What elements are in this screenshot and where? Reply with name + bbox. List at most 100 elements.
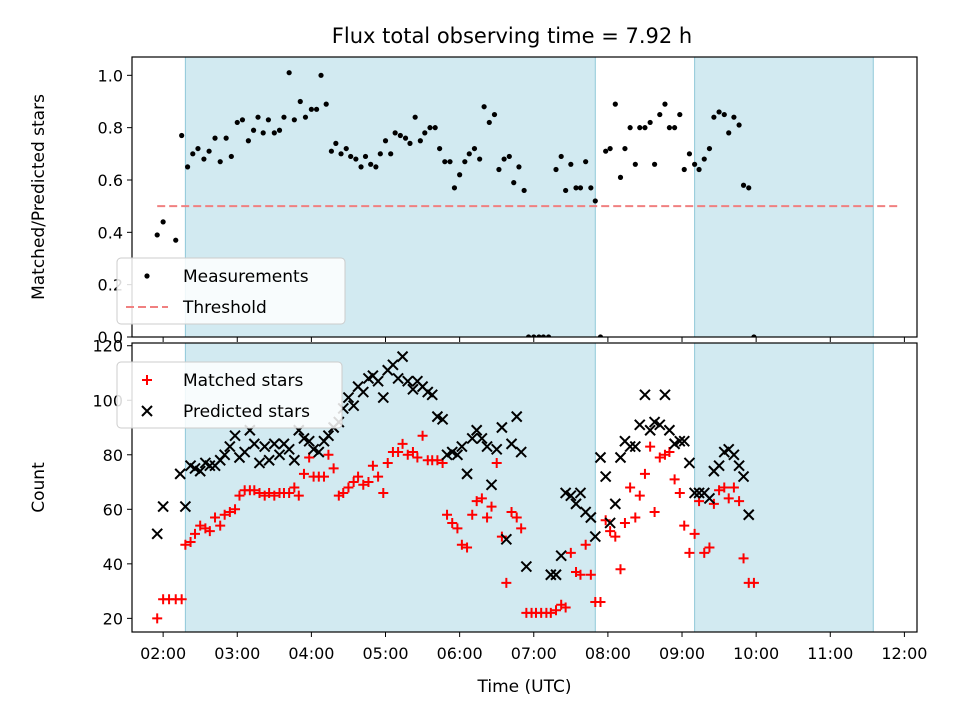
data-point bbox=[229, 429, 241, 442]
y-tick-label: 0.6 bbox=[98, 171, 123, 190]
data-point bbox=[201, 156, 207, 162]
data-point bbox=[728, 482, 739, 493]
data-point bbox=[644, 424, 656, 436]
data-point bbox=[253, 457, 266, 469]
data-point bbox=[442, 509, 453, 520]
data-point bbox=[748, 577, 759, 588]
data-point bbox=[174, 468, 186, 480]
data-point bbox=[286, 70, 292, 76]
data-point bbox=[392, 130, 398, 136]
data-point bbox=[358, 479, 369, 490]
data-point bbox=[195, 520, 206, 531]
data-point bbox=[568, 161, 574, 167]
data-point bbox=[289, 482, 300, 493]
data-point bbox=[563, 187, 569, 194]
data-point bbox=[634, 419, 646, 431]
x-tick-label: 09:00 bbox=[659, 644, 705, 663]
data-point bbox=[511, 512, 522, 523]
data-point bbox=[496, 531, 507, 542]
x-tick-label: 03:00 bbox=[214, 644, 260, 663]
data-point bbox=[486, 119, 492, 126]
data-point bbox=[447, 159, 453, 165]
data-point bbox=[565, 489, 577, 502]
data-point bbox=[224, 507, 235, 518]
data-point bbox=[362, 153, 369, 160]
x-tick-label: 11:00 bbox=[807, 644, 853, 663]
data-point bbox=[393, 447, 404, 458]
data-point bbox=[634, 490, 645, 501]
data-point bbox=[373, 471, 384, 482]
data-point bbox=[637, 125, 643, 131]
data-point bbox=[284, 487, 295, 498]
data-point bbox=[728, 449, 740, 461]
data-point bbox=[471, 496, 482, 507]
data-point bbox=[683, 457, 696, 469]
data-point bbox=[367, 460, 378, 471]
data-point bbox=[639, 389, 651, 401]
data-point bbox=[377, 391, 389, 404]
data-point bbox=[699, 547, 710, 558]
x-tick-label: 07:00 bbox=[511, 644, 557, 663]
data-point bbox=[570, 498, 582, 510]
data-point bbox=[297, 98, 303, 105]
data-point bbox=[545, 334, 552, 337]
data-point bbox=[496, 166, 502, 173]
data-point bbox=[249, 485, 260, 496]
data-point bbox=[212, 135, 218, 141]
data-point bbox=[481, 104, 487, 110]
x-tick-label: 02:00 bbox=[140, 644, 186, 663]
data-point bbox=[180, 539, 191, 550]
x-tick-label: 06:00 bbox=[437, 644, 483, 663]
data-point bbox=[565, 547, 576, 558]
data-point bbox=[224, 440, 236, 453]
data-point bbox=[432, 455, 443, 466]
data-point bbox=[604, 517, 616, 529]
data-point bbox=[313, 106, 320, 112]
data-point bbox=[323, 449, 334, 460]
data-point bbox=[573, 185, 579, 191]
data-point bbox=[382, 138, 389, 144]
data-point bbox=[254, 487, 265, 498]
data-point bbox=[627, 125, 633, 131]
data-point bbox=[482, 512, 493, 523]
data-point bbox=[215, 520, 226, 531]
x-tick-label: 05:00 bbox=[362, 644, 408, 663]
data-point bbox=[642, 125, 648, 131]
data-point bbox=[723, 493, 734, 504]
data-point bbox=[558, 153, 564, 160]
y-tick-label: 120 bbox=[92, 337, 123, 356]
data-point bbox=[617, 174, 624, 180]
data-point bbox=[283, 443, 295, 456]
data-point bbox=[179, 500, 192, 513]
data-point bbox=[442, 159, 448, 165]
data-point bbox=[476, 493, 487, 504]
data-point bbox=[185, 537, 196, 548]
data-point bbox=[585, 511, 597, 524]
data-point bbox=[268, 438, 281, 450]
data-point bbox=[654, 419, 666, 431]
bottom-series-plus bbox=[152, 430, 759, 624]
legend-marker bbox=[142, 375, 152, 385]
chart-title: Flux total observing time = 7.92 h bbox=[332, 24, 692, 48]
data-point bbox=[397, 132, 403, 139]
data-point bbox=[437, 145, 443, 152]
data-point bbox=[451, 449, 464, 461]
data-point bbox=[313, 446, 325, 458]
legend-label: Measurements bbox=[183, 267, 309, 287]
data-point bbox=[342, 391, 355, 404]
data-point bbox=[600, 515, 611, 526]
data-point bbox=[505, 438, 518, 450]
data-point bbox=[245, 138, 251, 144]
bottom-plot-content bbox=[151, 350, 759, 624]
data-point bbox=[195, 145, 201, 152]
x-tick-label: 08:00 bbox=[585, 644, 631, 663]
data-point bbox=[662, 101, 668, 107]
data-point bbox=[672, 125, 678, 131]
legend-marker bbox=[144, 273, 150, 279]
data-point bbox=[610, 531, 621, 542]
y-tick-label: 0.8 bbox=[98, 119, 123, 138]
top-shaded-span bbox=[694, 56, 874, 338]
data-point bbox=[190, 528, 201, 539]
data-point bbox=[737, 470, 750, 483]
